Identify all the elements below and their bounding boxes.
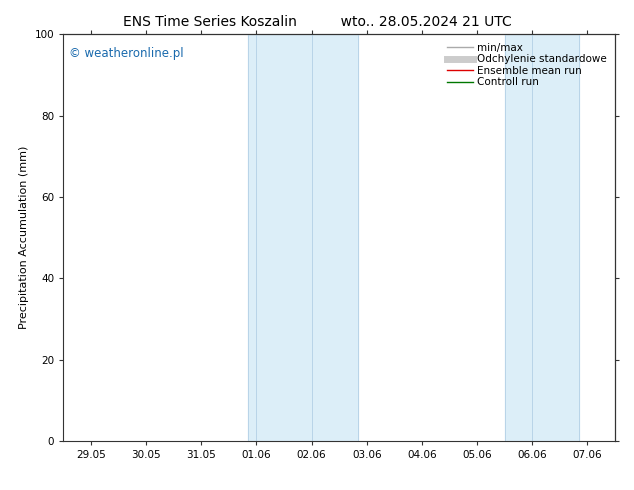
Text: ENS Time Series Koszalin          wto.. 28.05.2024 21 UTC: ENS Time Series Koszalin wto.. 28.05.202…: [122, 15, 512, 29]
Bar: [248, 34, 358, 441]
Legend: min/max, Odchylenie standardowe, Ensemble mean run, Controll run: min/max, Odchylenie standardowe, Ensembl…: [444, 40, 610, 91]
Y-axis label: Precipitation Accumulation (mm): Precipitation Accumulation (mm): [19, 146, 29, 329]
Bar: [505, 34, 579, 441]
Text: © weatheronline.pl: © weatheronline.pl: [69, 47, 183, 59]
